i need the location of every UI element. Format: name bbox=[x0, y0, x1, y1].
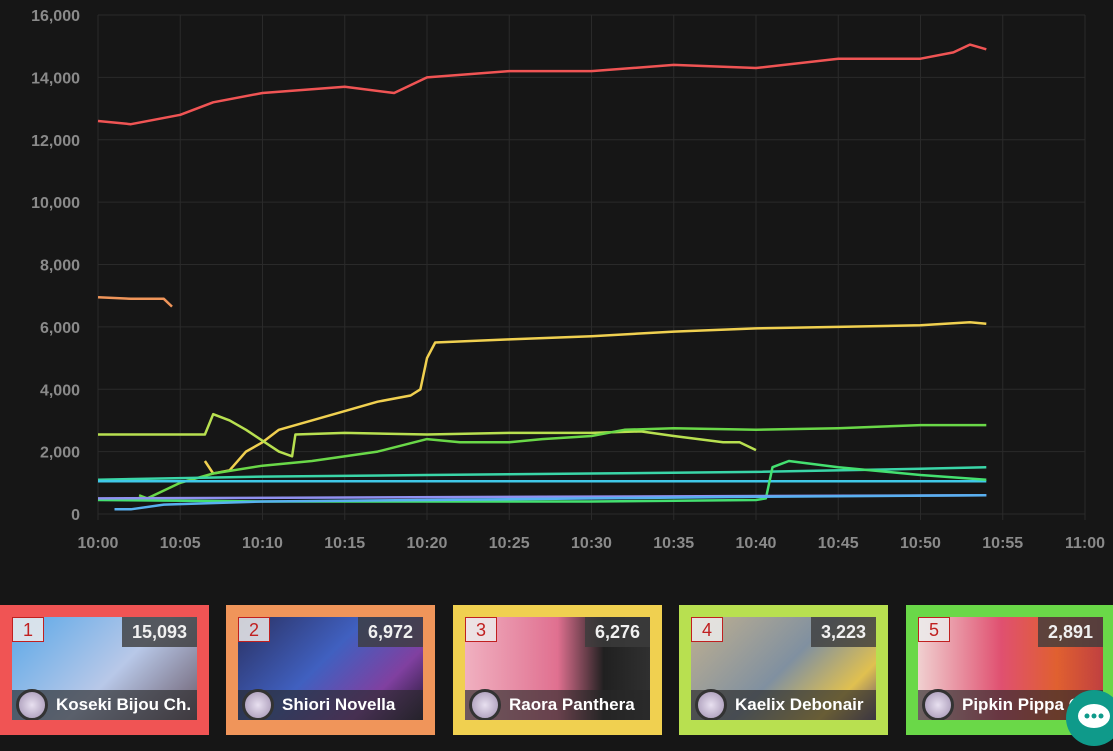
rank-badge: 3 bbox=[465, 617, 497, 642]
y-tick-label: 12,000 bbox=[31, 133, 80, 150]
y-tick-label: 8,000 bbox=[40, 258, 80, 275]
ranking-card[interactable]: 3 6,276 Raora Panthera bbox=[453, 605, 662, 735]
channel-name[interactable]: Shiori Novella bbox=[282, 695, 396, 714]
y-tick-label: 10,000 bbox=[31, 195, 80, 212]
x-tick-label: 10:35 bbox=[653, 535, 694, 552]
channel-bar: Raora Panthera bbox=[465, 689, 650, 720]
series-line-10 bbox=[114, 494, 987, 511]
y-tick-label: 16,000 bbox=[31, 8, 80, 25]
channel-bar: Shiori Novella bbox=[238, 689, 423, 720]
series-line-4 bbox=[98, 412, 757, 458]
ranking-card[interactable]: 4 3,223 Kaelix Debonair bbox=[679, 605, 888, 735]
channel-name[interactable]: Koseki Bijou Ch. bbox=[56, 695, 192, 714]
viewer-count: 2,891 bbox=[1037, 617, 1103, 647]
chat-button[interactable] bbox=[1066, 690, 1113, 746]
y-tick-label: 14,000 bbox=[31, 70, 80, 87]
x-tick-label: 11:00 bbox=[1065, 535, 1105, 552]
ranking-card[interactable]: 2 6,972 Shiori Novella bbox=[226, 605, 435, 735]
avatar bbox=[695, 689, 727, 720]
x-tick-label: 10:25 bbox=[489, 535, 530, 552]
x-tick-label: 10:10 bbox=[242, 535, 283, 552]
y-tick-label: 6,000 bbox=[40, 320, 80, 337]
rank-badge: 5 bbox=[918, 617, 950, 642]
x-tick-label: 10:15 bbox=[324, 535, 365, 552]
rank-badge: 2 bbox=[238, 617, 270, 642]
channel-name[interactable]: Raora Panthera bbox=[509, 695, 635, 714]
video-thumbnail[interactable]: 4 3,223 Kaelix Debonair bbox=[691, 617, 876, 720]
channel-name[interactable]: Pipkin Pippa C bbox=[962, 695, 1082, 714]
video-thumbnail[interactable]: 2 6,972 Shiori Novella bbox=[238, 617, 423, 720]
y-tick-label: 4,000 bbox=[40, 382, 80, 399]
avatar bbox=[469, 689, 501, 720]
viewer-count: 6,972 bbox=[357, 617, 423, 647]
series-line-5 bbox=[138, 423, 987, 500]
x-tick-label: 10:05 bbox=[160, 535, 201, 552]
ranking-cards: 1 15,093 Koseki Bijou Ch. 2 6,972 Shiori… bbox=[0, 605, 1113, 735]
ranking-card[interactable]: 5 2,891 Pipkin Pippa C bbox=[906, 605, 1113, 735]
viewer-count: 3,223 bbox=[810, 617, 876, 647]
video-thumbnail[interactable]: 3 6,276 Raora Panthera bbox=[465, 617, 650, 720]
video-thumbnail[interactable]: 1 15,093 Koseki Bijou Ch. bbox=[12, 617, 197, 720]
channel-bar: Kaelix Debonair bbox=[691, 689, 876, 720]
avatar bbox=[242, 689, 274, 720]
series-line-6 bbox=[97, 465, 987, 481]
x-tick-label: 10:30 bbox=[571, 535, 612, 552]
series-line-2 bbox=[97, 295, 173, 308]
x-tick-label: 10:20 bbox=[407, 535, 448, 552]
x-tick-label: 10:55 bbox=[982, 535, 1023, 552]
avatar bbox=[922, 689, 954, 720]
x-tick-label: 10:50 bbox=[900, 535, 941, 552]
avatar bbox=[16, 689, 48, 720]
viewer-count: 6,276 bbox=[584, 617, 650, 647]
x-tick-label: 10:00 bbox=[78, 535, 119, 552]
x-tick-label: 10:45 bbox=[818, 535, 859, 552]
channel-name[interactable]: Kaelix Debonair bbox=[735, 695, 864, 714]
series-line-1 bbox=[97, 43, 987, 126]
viewer-count: 15,093 bbox=[121, 617, 197, 647]
ranking-card[interactable]: 1 15,093 Koseki Bijou Ch. bbox=[0, 605, 209, 735]
rank-badge: 1 bbox=[12, 617, 44, 642]
line-chart: 0 2,000 4,000 6,000 8,000 10,000 12,000 14,000 1… bbox=[31, 8, 1105, 552]
x-tick-label: 10:40 bbox=[736, 535, 777, 552]
channel-bar: Koseki Bijou Ch. bbox=[12, 689, 197, 720]
rank-badge: 4 bbox=[691, 617, 723, 642]
y-tick-label: 2,000 bbox=[40, 445, 80, 462]
y-tick-label: 0 bbox=[71, 507, 80, 524]
chat-bubble-icon bbox=[1078, 704, 1110, 728]
series-line-3 bbox=[203, 320, 987, 475]
